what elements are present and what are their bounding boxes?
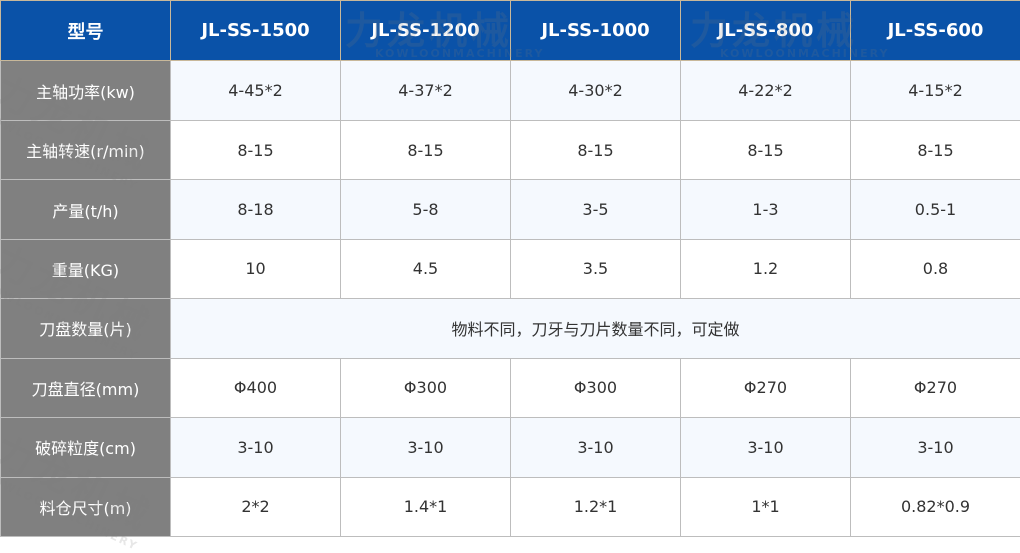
table-cell: 2*2 (171, 477, 341, 537)
table-cell: 8-15 (341, 120, 511, 179)
row-label: 主轴功率(kw) (1, 61, 171, 120)
table-cell: 4.5 (341, 239, 511, 298)
table-row: 刀盘数量(片)物料不同，刀牙与刀片数量不同，可定做 (1, 299, 1020, 358)
table-cell: 3-10 (511, 418, 681, 477)
row-label: 主轴转速(r/min) (1, 120, 171, 179)
model-header: JL-SS-1000 (511, 1, 681, 61)
table-cell: 4-45*2 (171, 61, 341, 120)
row-label: 产量(t/h) (1, 180, 171, 239)
merged-cell: 物料不同，刀牙与刀片数量不同，可定做 (171, 299, 1020, 358)
model-header: JL-SS-600 (851, 1, 1020, 61)
table-cell: 3-10 (681, 418, 851, 477)
table-cell: 0.82*0.9 (851, 477, 1020, 537)
row-label: 料仓尺寸(m) (1, 477, 171, 537)
table-cell: Φ270 (681, 358, 851, 417)
table-cell: 0.8 (851, 239, 1020, 298)
table-cell: Φ400 (171, 358, 341, 417)
table-cell: 1.2*1 (511, 477, 681, 537)
model-header: JL-SS-1200 (341, 1, 511, 61)
table-cell: 8-15 (851, 120, 1020, 179)
model-header: JL-SS-1500 (171, 1, 341, 61)
table-cell: 3-10 (851, 418, 1020, 477)
table-cell: 8-15 (511, 120, 681, 179)
table-cell: 3-10 (341, 418, 511, 477)
header-label: 型号 (1, 1, 171, 61)
spec-table: 型号 JL-SS-1500 JL-SS-1200 JL-SS-1000 JL-S… (0, 0, 1020, 537)
table-cell: 8-18 (171, 180, 341, 239)
row-label: 刀盘数量(片) (1, 299, 171, 358)
table-cell: 1-3 (681, 180, 851, 239)
table-cell: 4-37*2 (341, 61, 511, 120)
row-label: 破碎粒度(cm) (1, 418, 171, 477)
table-cell: 10 (171, 239, 341, 298)
table-cell: 4-15*2 (851, 61, 1020, 120)
row-label: 刀盘直径(mm) (1, 358, 171, 417)
table-cell: 1*1 (681, 477, 851, 537)
table-cell: 0.5-1 (851, 180, 1020, 239)
header-row: 型号 JL-SS-1500 JL-SS-1200 JL-SS-1000 JL-S… (1, 1, 1020, 61)
table-cell: Φ300 (511, 358, 681, 417)
table-cell: 1.4*1 (341, 477, 511, 537)
table-cell: 1.2 (681, 239, 851, 298)
table-cell: 4-22*2 (681, 61, 851, 120)
table-cell: 5-8 (341, 180, 511, 239)
row-label: 重量(KG) (1, 239, 171, 298)
table-cell: 3-10 (171, 418, 341, 477)
table-cell: Φ300 (341, 358, 511, 417)
table-cell: 4-30*2 (511, 61, 681, 120)
table-cell: 3-5 (511, 180, 681, 239)
table-cell: 8-15 (171, 120, 341, 179)
model-header: JL-SS-800 (681, 1, 851, 61)
table-cell: 3.5 (511, 239, 681, 298)
table-cell: Φ270 (851, 358, 1020, 417)
table-cell: 8-15 (681, 120, 851, 179)
